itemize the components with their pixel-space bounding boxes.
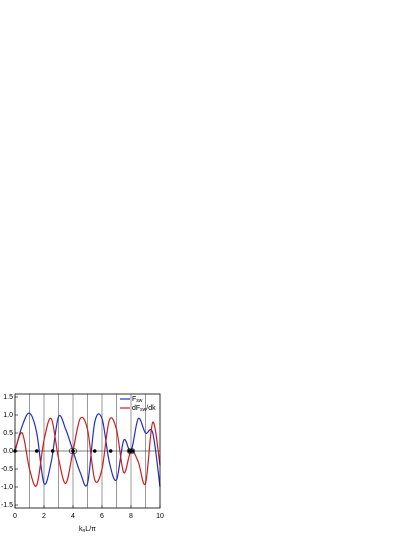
y-tick-label: -1.0 — [1, 484, 13, 491]
legend-label-sub: sw — [136, 398, 143, 404]
zero-point — [34, 449, 39, 453]
x-tick-label: 2 — [42, 513, 46, 520]
x-tick-label: 6 — [100, 513, 104, 520]
x-axis-label: knL/π — [79, 526, 96, 534]
y-tick-label: 1.5 — [3, 394, 13, 401]
y-tick-label: 0.0 — [3, 448, 13, 455]
legend-label-sub: sw — [140, 407, 147, 413]
series-line — [14, 412, 161, 488]
legend-label-main: dF — [132, 405, 140, 412]
plot-frame — [14, 393, 161, 509]
legend-label: dFsw/dk — [132, 405, 156, 413]
zero-point — [92, 449, 97, 453]
legend-label-rest: /dk — [146, 405, 156, 412]
y-tick-label: -0.5 — [1, 466, 13, 473]
zero-point — [127, 449, 132, 453]
x-tick-label: 0 — [13, 513, 17, 520]
x-tick-label: 4 — [71, 513, 75, 520]
x-axis-label-rest: L/π — [85, 526, 96, 533]
y-tick-label: -1.5 — [1, 502, 13, 509]
zero-point — [130, 449, 135, 453]
x-tick-label: 8 — [129, 513, 133, 520]
series-line — [14, 416, 161, 487]
zero-point — [108, 449, 113, 453]
y-tick-label: 0.5 — [3, 430, 13, 437]
y-tick-label: 1.0 — [3, 412, 13, 419]
x-axis-label-sub: n — [83, 528, 86, 534]
legend-label-main: F — [132, 396, 136, 403]
legend-label: Fsw — [132, 396, 143, 404]
x-tick-label: 10 — [156, 513, 164, 520]
zero-point — [71, 449, 75, 453]
x-axis-label-main: k — [79, 526, 83, 533]
zero-point — [50, 449, 55, 453]
